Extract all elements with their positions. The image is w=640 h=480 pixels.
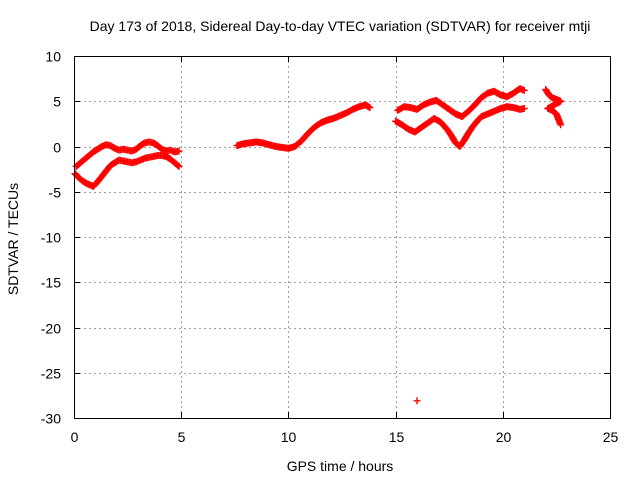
y-tick-label: -25: [41, 366, 61, 382]
data-point: [520, 104, 528, 112]
data-point: [413, 397, 421, 405]
grid: [74, 56, 610, 418]
y-tick-label: -15: [41, 275, 61, 291]
y-axis-label: SDTVAR / TECUs: [5, 183, 21, 295]
data-point: [366, 104, 374, 112]
data-point: [175, 147, 183, 155]
data-point: [557, 121, 565, 129]
data-markers: [71, 85, 565, 405]
y-tick-label: 0: [53, 140, 61, 156]
x-axis-label: GPS time / hours: [287, 458, 394, 474]
data-point: [175, 162, 183, 170]
y-tick-label: -20: [41, 321, 61, 337]
x-tick-label: 0: [71, 429, 79, 445]
y-tick-label: 10: [45, 49, 61, 65]
chart-title: Day 173 of 2018, Sidereal Day-to-day VTE…: [90, 18, 591, 34]
data-point: [174, 162, 182, 170]
x-tick-label: 25: [603, 429, 619, 445]
x-tick-label: 5: [178, 429, 186, 445]
axis-tick-labels: 0 5 10 15 20 25 10 5 0 -5 -10 -15 -20 -25 -30: [41, 49, 619, 446]
x-tick-label: 15: [389, 429, 405, 445]
data-point: [520, 86, 528, 94]
axis-ticks: [74, 56, 611, 419]
y-tick-label: 5: [53, 94, 61, 110]
x-tick-label: 10: [281, 429, 297, 445]
y-tick-label: -30: [41, 411, 61, 427]
x-tick-label: 20: [496, 429, 512, 445]
y-tick-label: -5: [49, 185, 62, 201]
y-tick-label: -10: [41, 230, 61, 246]
